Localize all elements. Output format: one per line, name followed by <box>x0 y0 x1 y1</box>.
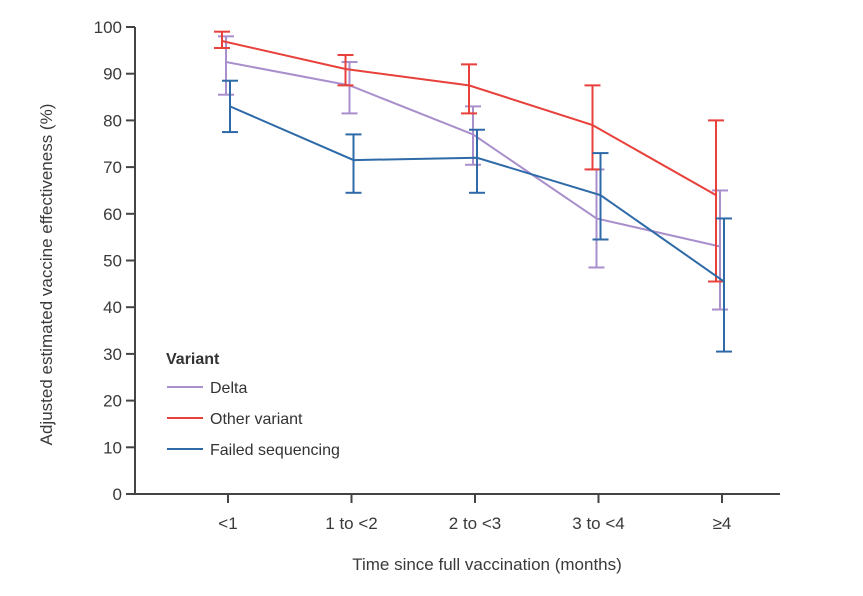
legend-item: Failed sequencing <box>167 442 340 459</box>
data-point <box>599 194 602 197</box>
y-tick-label: 0 <box>113 485 122 504</box>
data-point <box>595 217 598 220</box>
y-tick-label: 90 <box>103 65 122 84</box>
data-point <box>719 245 721 248</box>
data-point <box>221 40 223 43</box>
data-point <box>225 61 227 64</box>
series-other-variant <box>214 30 724 283</box>
x-tick-label: <1 <box>218 514 237 533</box>
series-delta <box>218 35 728 311</box>
y-axis-title: Adjusted estimated vaccine effectiveness… <box>37 104 56 446</box>
data-point <box>229 105 231 108</box>
y-tick-label: 80 <box>103 111 122 130</box>
series-layer <box>214 30 732 353</box>
x-ticks: <1 1 to <2 2 to <3 3 to <4 ≥4 <box>218 494 731 533</box>
y-tick-label: 10 <box>103 438 122 457</box>
legend-label: Other variant <box>210 411 303 428</box>
data-point <box>468 84 470 87</box>
legend-title: Variant <box>166 351 220 368</box>
x-tick-label: ≥4 <box>713 514 732 533</box>
x-tick-label: 1 to <2 <box>325 514 377 533</box>
data-point <box>591 124 594 127</box>
y-tick-label: 20 <box>103 392 122 411</box>
legend-item: Delta <box>167 380 247 397</box>
axes: 0 10 20 30 40 50 60 70 80 90 100 <1 1 to <2 2 to <3 3… <box>37 18 780 574</box>
y-tick-label: 40 <box>103 298 122 317</box>
legend-items: Delta Other variant Failed sequencing <box>167 380 340 459</box>
legend-item: Other variant <box>167 411 303 428</box>
legend-label: Delta <box>210 380 247 397</box>
x-axis-title: Time since full vaccination (months) <box>352 555 622 574</box>
data-point <box>344 68 347 71</box>
y-tick-label: 50 <box>103 252 122 271</box>
legend-label: Failed sequencing <box>210 442 340 459</box>
data-point <box>723 280 725 283</box>
y-tick-label: 100 <box>94 18 122 37</box>
y-tick-label: 60 <box>103 205 122 224</box>
series-failed-sequencing <box>222 79 732 353</box>
y-tick-label: 30 <box>103 345 122 364</box>
x-tick-label: 3 to <4 <box>572 514 624 533</box>
y-ticks: 0 10 20 30 40 50 60 70 80 90 100 <box>94 18 135 504</box>
data-point <box>472 133 474 136</box>
legend: Variant Delta Other variant Failed sequenc… <box>166 351 340 459</box>
x-tick-label: 2 to <3 <box>449 514 501 533</box>
data-point <box>476 156 478 159</box>
data-point <box>352 159 355 162</box>
y-tick-label: 70 <box>103 158 122 177</box>
data-point <box>715 194 717 197</box>
